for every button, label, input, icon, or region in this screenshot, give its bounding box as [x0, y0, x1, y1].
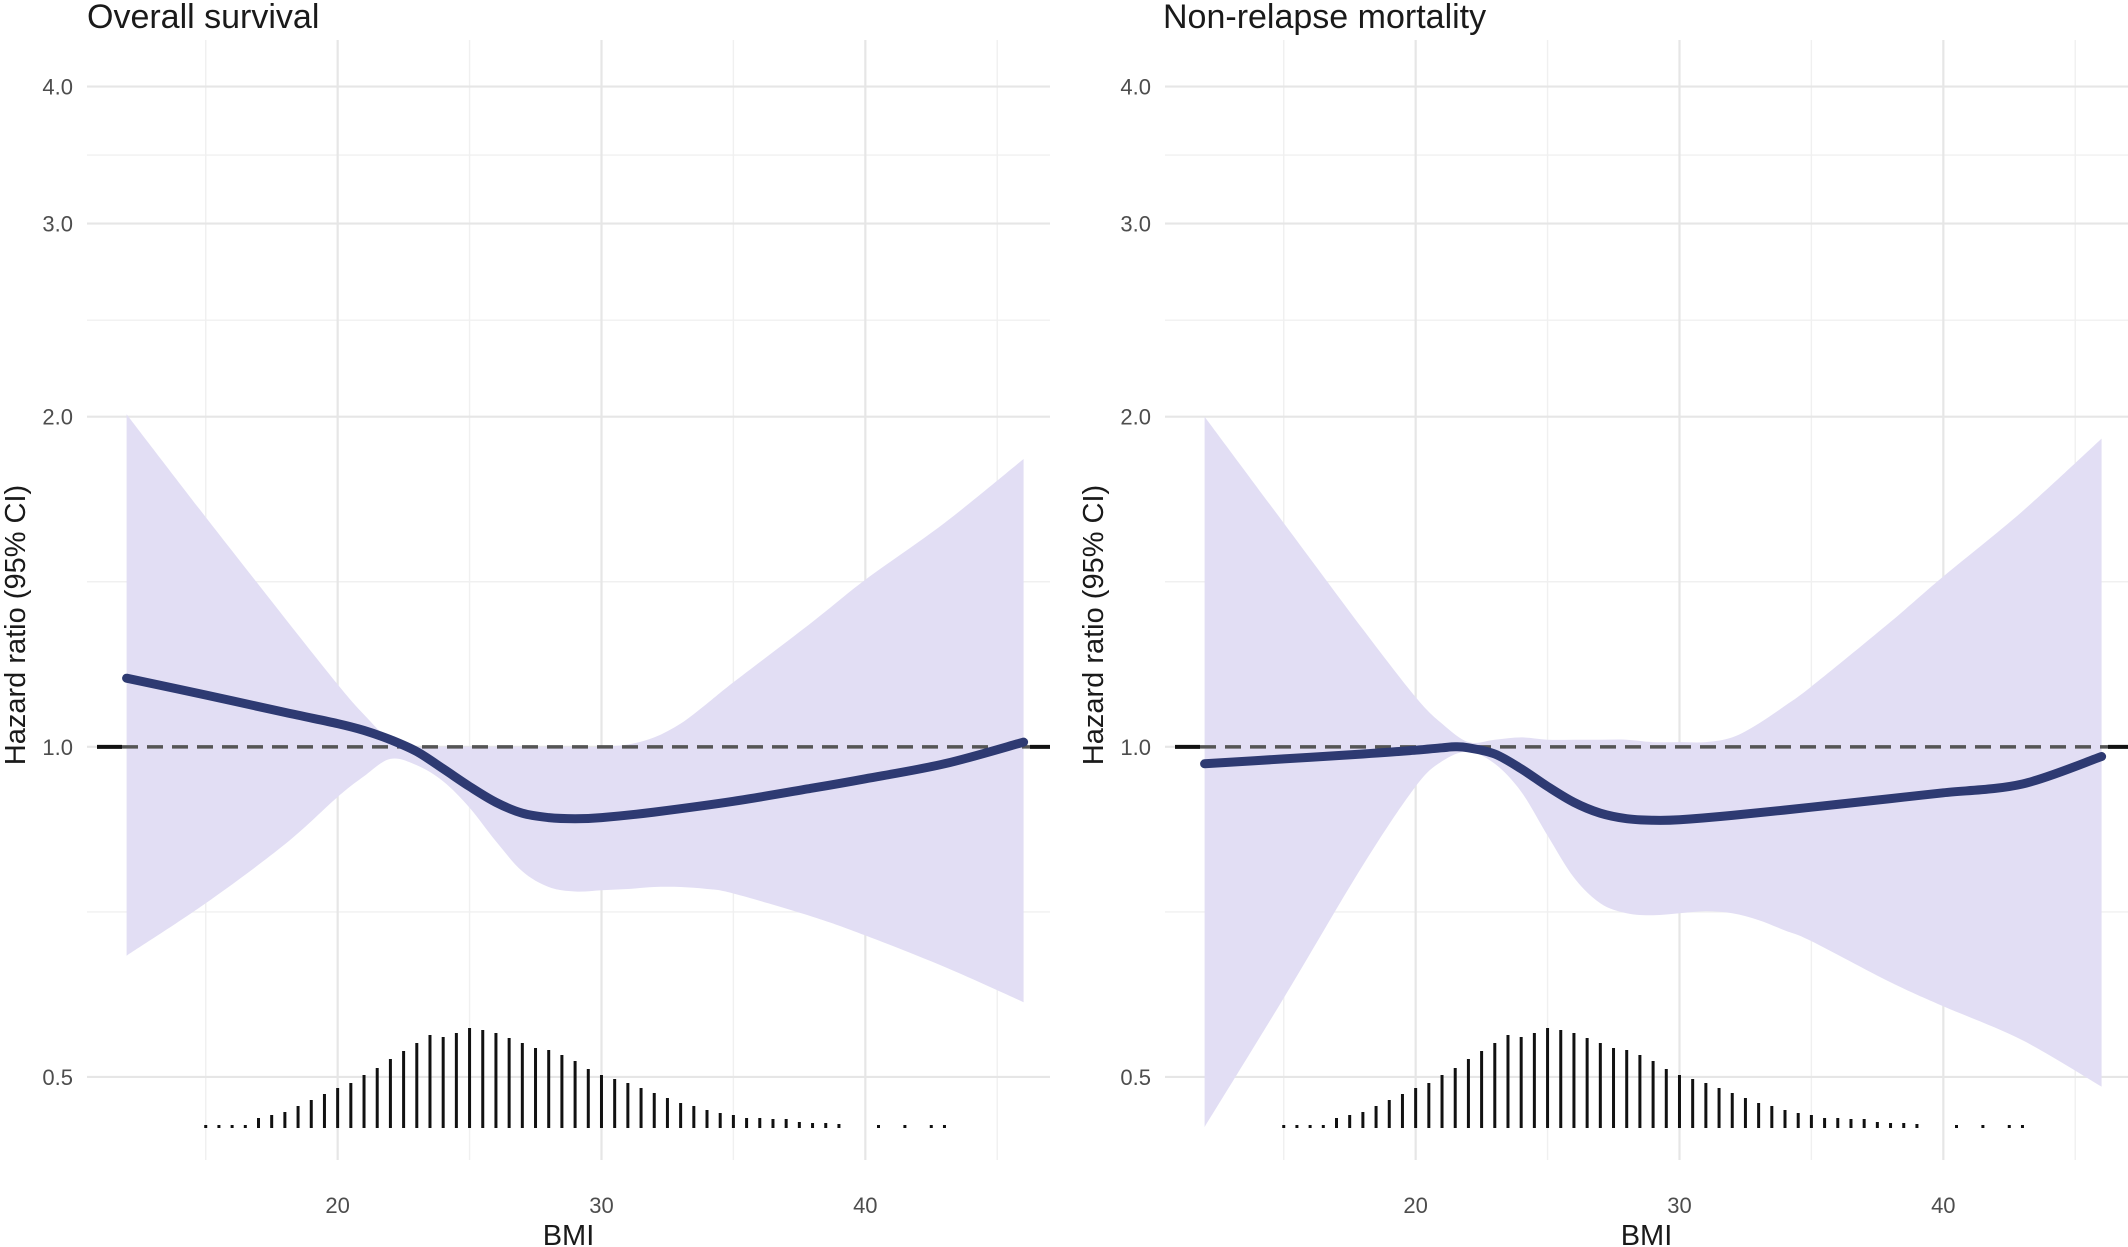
bmi-distribution: [1282, 1028, 2024, 1128]
y-tick-label: 3.0: [1120, 212, 1151, 237]
y-tick-label: 1.0: [42, 735, 73, 760]
chart-panel-2: 0.5 1.0 2.0 3.0 4.0 20 30 40 Non-relapse mortali…: [1078, 0, 2128, 1247]
x-tick-label: 40: [853, 1193, 877, 1218]
x-axis-title: BMI: [1621, 1220, 1673, 1247]
y-tick-label: 4.0: [42, 75, 73, 100]
y-axis-title: Hazard ratio (95% CI): [1078, 485, 1110, 765]
x-axis-title: BMI: [543, 1220, 595, 1247]
bmi-distribution: [204, 1028, 946, 1128]
chart-panel-1: 0.5 1.0 2.0 3.0 4.0 20 30 40 Overall survival BMI…: [0, 0, 1050, 1247]
y-tick-label: 3.0: [42, 212, 73, 237]
x-tick-label: 20: [1403, 1193, 1427, 1218]
hazard-ratio-line: [1200, 742, 2107, 825]
y-tick-label: 4.0: [1120, 75, 1151, 100]
hazard-ratio-line: [122, 673, 1029, 824]
y-tick-label: 1.0: [1120, 735, 1151, 760]
y-tick-label: 2.0: [1120, 405, 1151, 430]
x-tick-label: 30: [1667, 1193, 1691, 1218]
x-tick-label: 20: [325, 1193, 349, 1218]
confidence-band: [1204, 416, 2102, 1128]
y-tick-label: 2.0: [42, 405, 73, 430]
x-tick-label: 40: [1931, 1193, 1955, 1218]
y-tick-label: 0.5: [42, 1065, 73, 1090]
y-axis-title: Hazard ratio (95% CI): [0, 485, 32, 765]
panel-title: Overall survival: [87, 0, 319, 36]
x-tick-label: 30: [589, 1193, 613, 1218]
confidence-band: [126, 414, 1024, 1003]
y-tick-label: 0.5: [1120, 1065, 1151, 1090]
panel-title: Non-relapse mortality: [1163, 0, 1486, 36]
